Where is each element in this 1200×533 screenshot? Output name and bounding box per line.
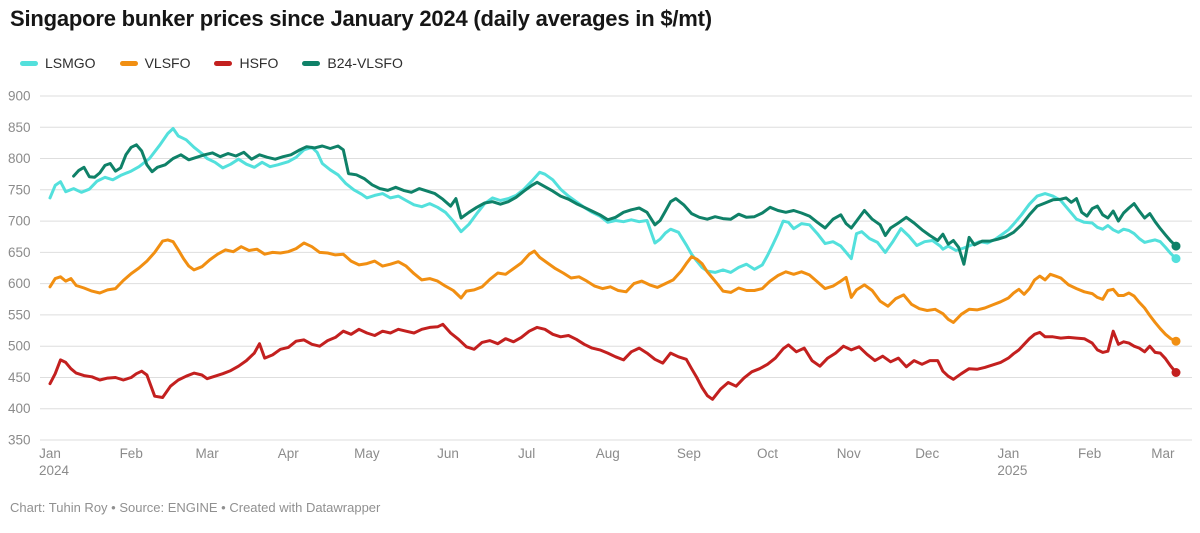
series-end-dot-hsfo bbox=[1171, 368, 1181, 377]
x-axis-label: Jan bbox=[39, 446, 61, 461]
y-axis-label: 550 bbox=[8, 307, 31, 322]
x-axis-label: Sep bbox=[677, 446, 701, 461]
legend: LSMGO VLSFO HSFO B24-VLSFO bbox=[20, 55, 427, 71]
y-axis-label: 400 bbox=[8, 401, 31, 416]
x-axis-label: Apr bbox=[278, 446, 300, 461]
legend-item-b24-vlsfo: B24-VLSFO bbox=[302, 55, 403, 71]
x-axis-label: Aug bbox=[596, 446, 620, 461]
x-axis-year-label: 2025 bbox=[997, 463, 1027, 478]
attribution-footer: Chart: Tuhin Roy • Source: ENGINE • Crea… bbox=[10, 500, 381, 515]
y-axis-label: 700 bbox=[8, 214, 31, 229]
y-axis-label: 800 bbox=[8, 151, 31, 166]
b24-vlsfo-swatch-icon bbox=[302, 60, 321, 66]
legend-item-vlsfo: VLSFO bbox=[119, 55, 191, 71]
series-line-lsmgo bbox=[48, 127, 1178, 274]
x-axis-label: Mar bbox=[195, 446, 219, 461]
y-axis-label: 450 bbox=[8, 370, 31, 385]
series-line-vlsfo bbox=[48, 238, 1178, 343]
vlsfo-swatch-icon bbox=[119, 60, 138, 66]
y-axis-label: 900 bbox=[8, 89, 31, 104]
x-axis-label: Dec bbox=[915, 446, 939, 461]
x-axis-label: Oct bbox=[757, 446, 778, 461]
y-axis-label: 500 bbox=[8, 339, 31, 354]
x-axis-year-label: 2024 bbox=[39, 463, 70, 478]
hsfo-swatch-icon bbox=[214, 60, 233, 66]
x-axis-label: May bbox=[354, 446, 380, 461]
legend-item-hsfo: HSFO bbox=[214, 55, 278, 71]
series-end-dot-lsmgo bbox=[1171, 254, 1181, 264]
series-line-hsfo bbox=[48, 322, 1178, 401]
series-line-b24-vlsfo bbox=[72, 143, 1178, 266]
x-axis-label: Jun bbox=[437, 446, 459, 461]
legend-item-lsmgo: LSMGO bbox=[20, 55, 96, 71]
legend-label: HSFO bbox=[239, 55, 279, 71]
y-axis-label: 850 bbox=[8, 120, 31, 135]
legend-label: VLSFO bbox=[144, 55, 191, 71]
y-axis-label: 650 bbox=[8, 245, 31, 260]
legend-label: LSMGO bbox=[45, 55, 96, 71]
legend-label: B24-VLSFO bbox=[327, 55, 403, 71]
x-axis-label: Feb bbox=[1078, 446, 1101, 461]
y-axis-label: 350 bbox=[8, 433, 31, 448]
x-axis-label: Jul bbox=[518, 446, 535, 461]
chart-title: Singapore bunker prices since January 20… bbox=[10, 6, 712, 31]
y-axis-label: 600 bbox=[8, 276, 31, 291]
y-axis-label: 750 bbox=[8, 182, 31, 197]
x-axis-label: Jan bbox=[998, 446, 1020, 461]
x-axis-label: Feb bbox=[120, 446, 143, 461]
series-end-dot-vlsfo bbox=[1171, 336, 1181, 346]
lsmgo-swatch-icon bbox=[20, 60, 38, 66]
series-end-dot-b24-vlsfo bbox=[1171, 241, 1181, 251]
x-axis-label: Mar bbox=[1151, 446, 1175, 461]
x-axis-label: Nov bbox=[837, 446, 861, 461]
